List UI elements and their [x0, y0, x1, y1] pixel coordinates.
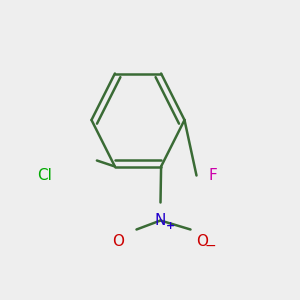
Text: N: N [155, 213, 166, 228]
Text: Cl: Cl [38, 168, 52, 183]
Text: +: + [166, 220, 176, 231]
Text: −: − [205, 238, 216, 252]
Text: O: O [112, 234, 124, 249]
Text: F: F [208, 168, 217, 183]
Text: O: O [196, 234, 208, 249]
